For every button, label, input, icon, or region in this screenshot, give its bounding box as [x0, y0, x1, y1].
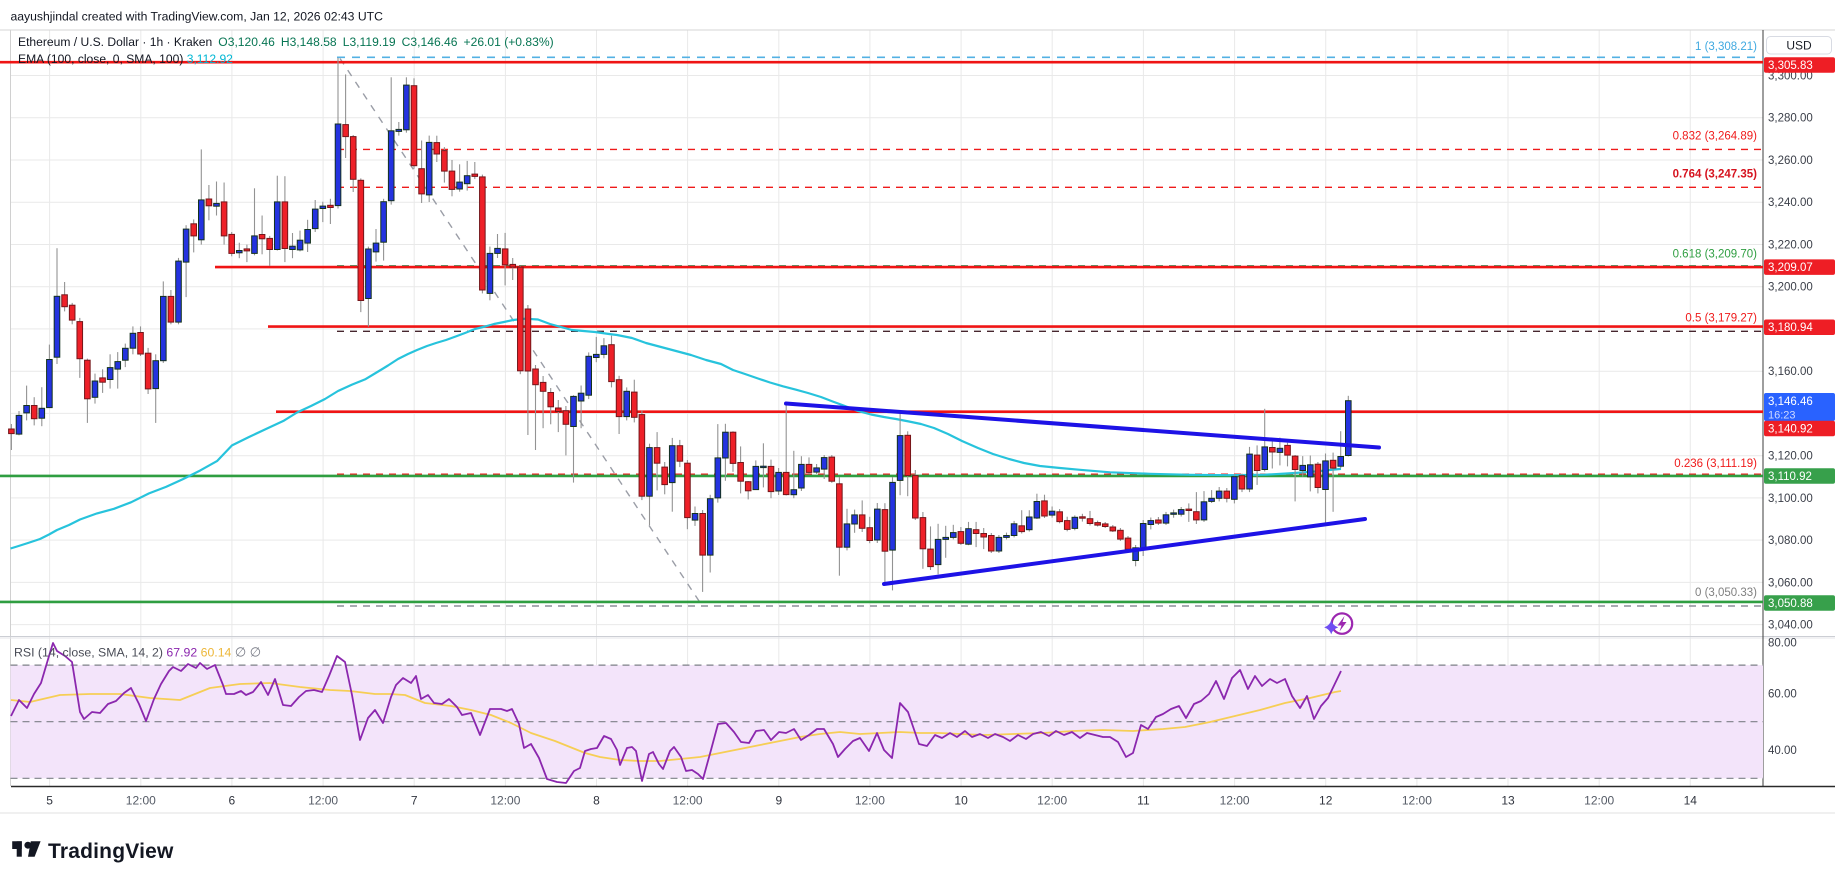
- svg-text:3,300.00: 3,300.00: [1768, 71, 1813, 83]
- svg-text:0.5 (3,179.27): 0.5 (3,179.27): [1685, 313, 1757, 325]
- svg-text:3,050.88: 3,050.88: [1768, 598, 1813, 610]
- svg-text:7: 7: [411, 794, 418, 808]
- svg-text:12:00: 12:00: [490, 794, 520, 808]
- svg-text:3,110.92: 3,110.92: [1768, 471, 1812, 483]
- svg-text:0.832 (3,264.89): 0.832 (3,264.89): [1673, 131, 1758, 143]
- svg-text:3,100.00: 3,100.00: [1768, 493, 1813, 505]
- svg-text:11: 11: [1137, 794, 1150, 808]
- svg-text:13: 13: [1501, 794, 1515, 808]
- svg-text:12:00: 12:00: [855, 794, 885, 808]
- svg-text:3,040.00: 3,040.00: [1768, 620, 1813, 632]
- svg-text:3,280.00: 3,280.00: [1768, 113, 1813, 125]
- svg-text:12: 12: [1319, 794, 1333, 808]
- svg-text:12:00: 12:00: [1037, 794, 1067, 808]
- svg-text:3,080.00: 3,080.00: [1768, 535, 1813, 547]
- svg-text:3,305.83: 3,305.83: [1768, 60, 1813, 72]
- svg-text:5: 5: [46, 794, 53, 808]
- svg-text:aayushjindal created with Trad: aayushjindal created with TradingView.co…: [11, 10, 384, 24]
- svg-text:12:00: 12:00: [1220, 794, 1250, 808]
- svg-text:0 (3,050.33): 0 (3,050.33): [1695, 587, 1757, 599]
- svg-text:9: 9: [775, 794, 782, 808]
- svg-text:3,200.00: 3,200.00: [1768, 282, 1813, 294]
- svg-text:3,160.00: 3,160.00: [1768, 366, 1813, 378]
- svg-text:0.618 (3,209.70): 0.618 (3,209.70): [1673, 249, 1758, 261]
- svg-text:16:23: 16:23: [1768, 410, 1796, 422]
- svg-text:12:00: 12:00: [308, 794, 338, 808]
- svg-text:0.764 (3,247.35): 0.764 (3,247.35): [1673, 169, 1758, 181]
- svg-text:40.00: 40.00: [1768, 745, 1797, 757]
- svg-text:3,060.00: 3,060.00: [1768, 577, 1813, 589]
- svg-text:60.00: 60.00: [1768, 688, 1797, 700]
- svg-text:12:00: 12:00: [1584, 794, 1614, 808]
- svg-text:10: 10: [954, 794, 968, 808]
- svg-text:3,140.92: 3,140.92: [1768, 424, 1813, 436]
- svg-text:RSI (14, close, SMA, 14, 2) 67: RSI (14, close, SMA, 14, 2) 67.92 60.14 …: [14, 645, 261, 660]
- svg-text:3,220.00: 3,220.00: [1768, 240, 1813, 252]
- svg-text:12:00: 12:00: [126, 794, 156, 808]
- svg-text:3,146.46: 3,146.46: [1768, 396, 1813, 408]
- svg-text:USD: USD: [1786, 39, 1812, 53]
- svg-text:8: 8: [593, 794, 600, 808]
- svg-text:0.236 (3,111.19): 0.236 (3,111.19): [1674, 458, 1757, 470]
- svg-text:3,260.00: 3,260.00: [1768, 155, 1813, 167]
- svg-text:12:00: 12:00: [1402, 794, 1432, 808]
- svg-text:80.00: 80.00: [1768, 638, 1797, 650]
- svg-text:TradingView: TradingView: [48, 840, 174, 863]
- svg-text:3,180.94: 3,180.94: [1768, 322, 1813, 334]
- svg-text:3,209.07: 3,209.07: [1768, 262, 1813, 274]
- svg-text:Ethereum / U.S. Dollar · 1h ·: Ethereum / U.S. Dollar · 1h · Kraken O3,…: [18, 35, 554, 49]
- svg-text:3,240.00: 3,240.00: [1768, 197, 1813, 209]
- svg-text:1 (3,308.21): 1 (3,308.21): [1695, 41, 1757, 53]
- svg-text:EMA (100, close, 0, SMA, 100): EMA (100, close, 0, SMA, 100) 3,112.92: [18, 52, 233, 66]
- svg-text:3,120.00: 3,120.00: [1768, 451, 1813, 463]
- svg-text:6: 6: [229, 794, 236, 808]
- svg-text:14: 14: [1684, 794, 1698, 808]
- svg-text:12:00: 12:00: [673, 794, 703, 808]
